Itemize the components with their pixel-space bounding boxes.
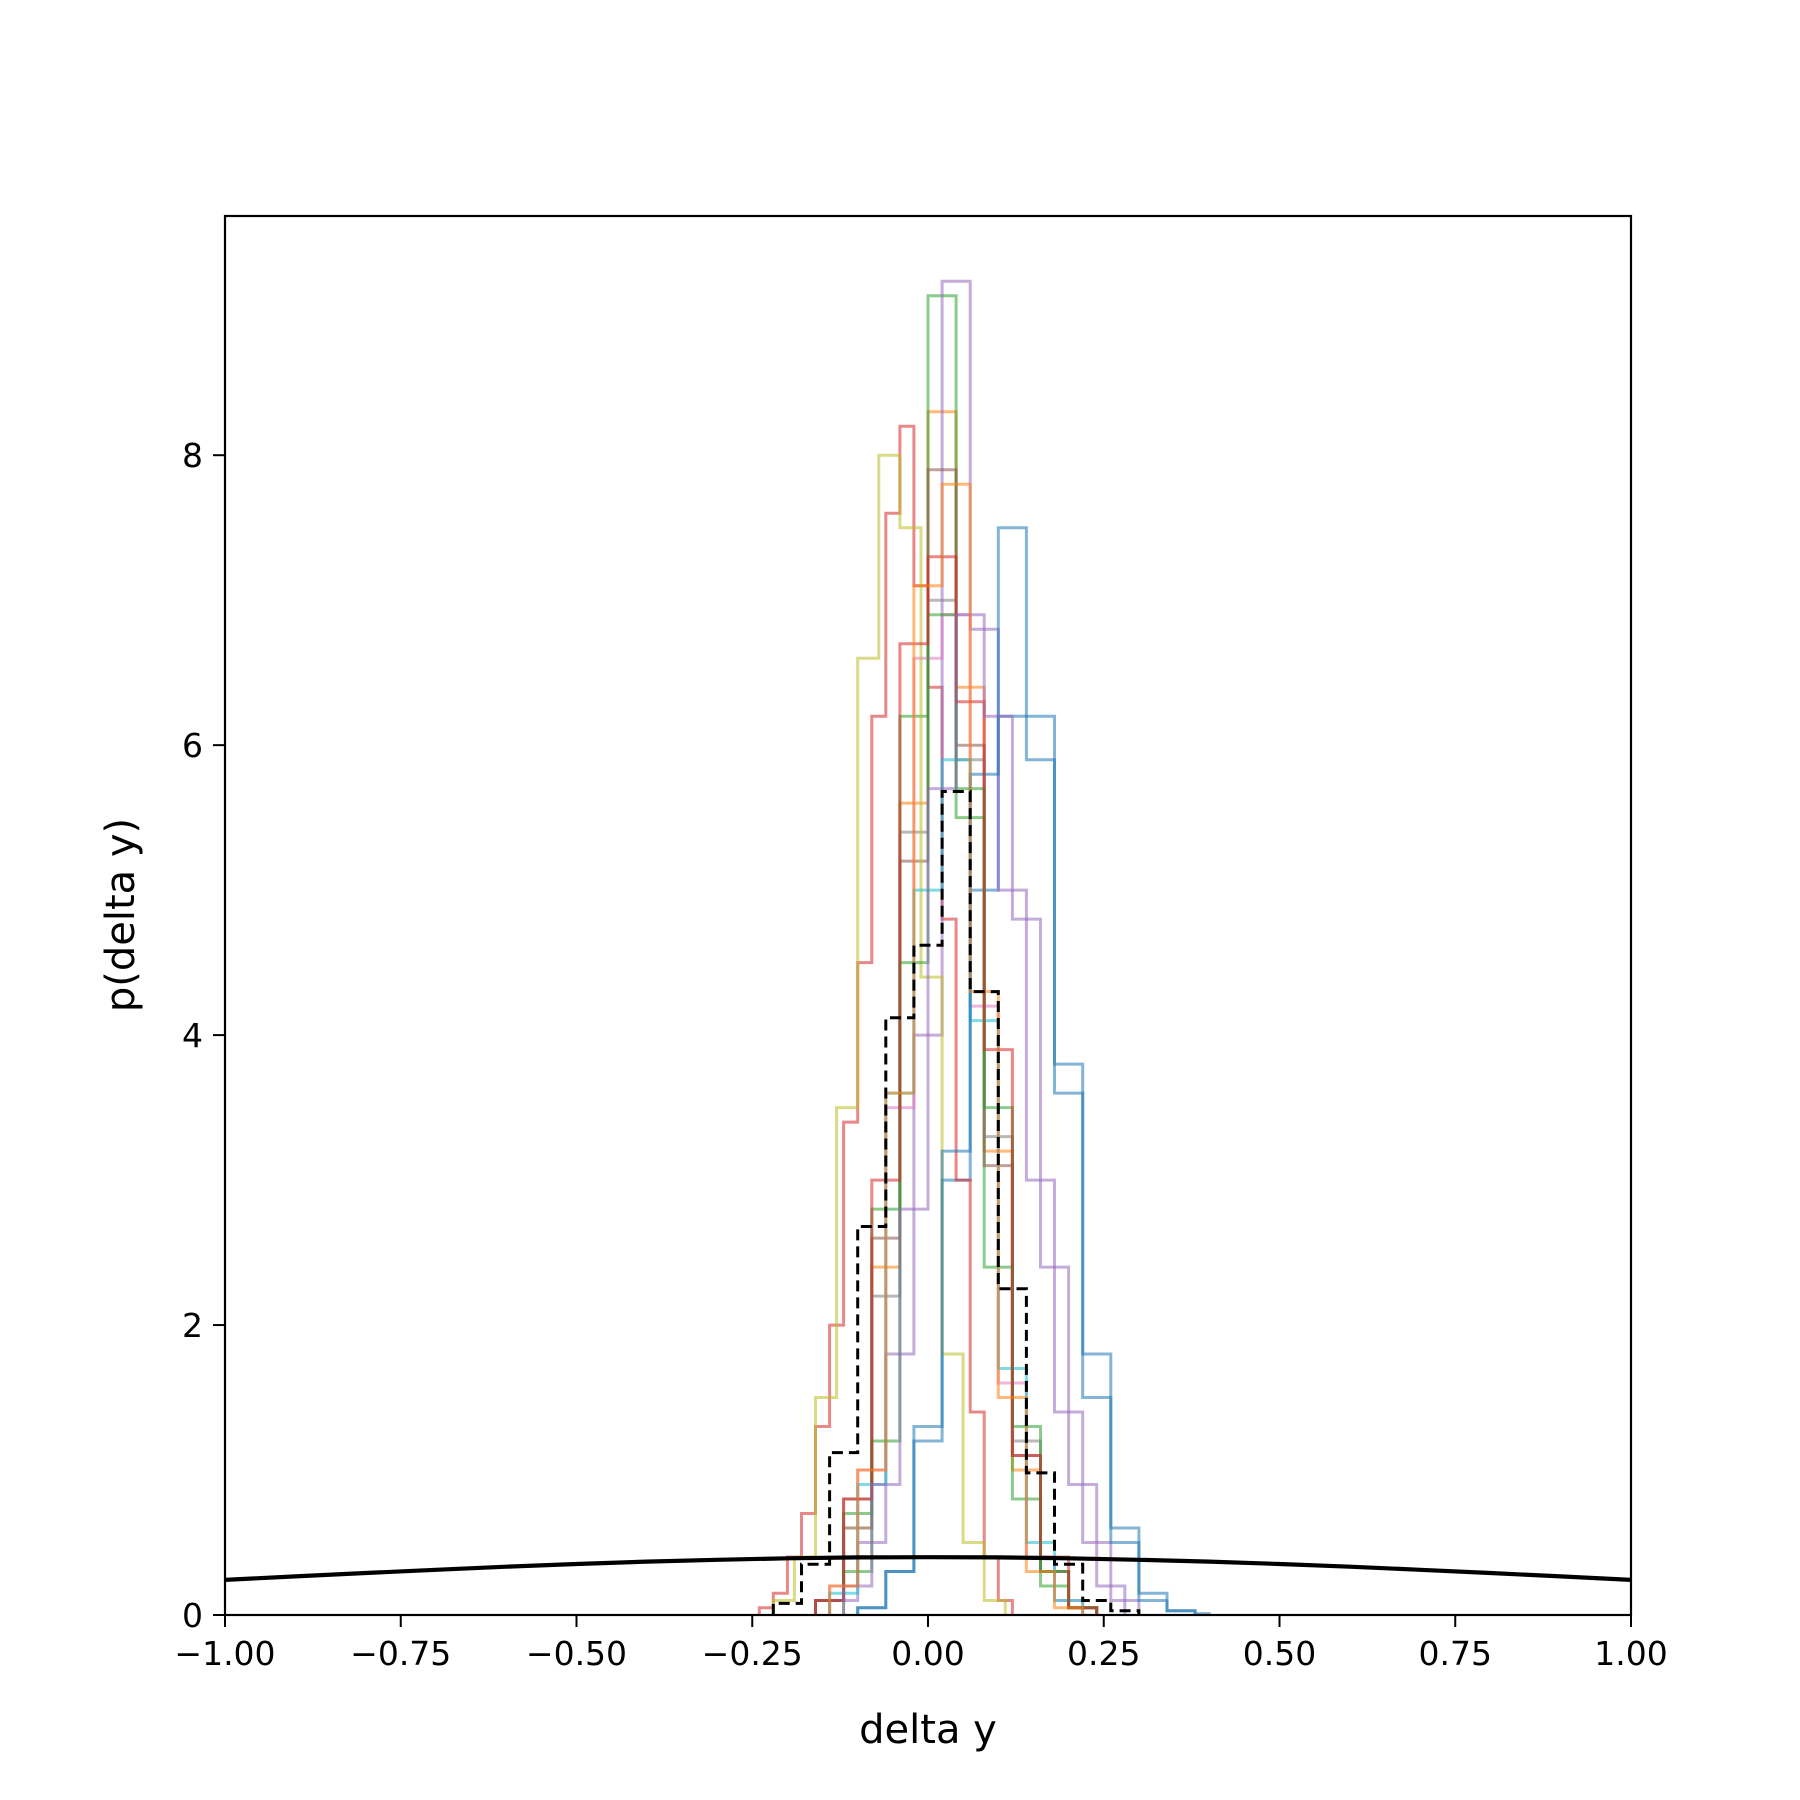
y-tick-label: 0 — [182, 1596, 203, 1635]
x-tick-label: −0.75 — [350, 1634, 451, 1673]
x-tick-label: −0.25 — [702, 1634, 803, 1673]
y-tick-label: 8 — [182, 436, 203, 475]
overall-histogram-dashed — [771, 790, 1141, 1615]
reference-normal-curve — [225, 1555, 1631, 1582]
y-axis-ticks: 0 2 4 6 8 — [182, 436, 225, 1635]
reference-curve-layer — [225, 1555, 1631, 1582]
y-tick-label: 2 — [182, 1306, 203, 1345]
y-tick-label: 6 — [182, 726, 203, 765]
x-tick-label: 0.50 — [1243, 1634, 1316, 1673]
histogram-series-14 — [842, 613, 1127, 1615]
histogram-series-11 — [856, 526, 1211, 1615]
x-tick-label: −0.50 — [526, 1634, 627, 1673]
histogram-series-15 — [828, 482, 1085, 1615]
y-tick-label: 4 — [182, 1016, 203, 1055]
histogram-series-4 — [757, 424, 1014, 1615]
x-tick-label: 0.75 — [1419, 1634, 1492, 1673]
x-axis-ticks: −1.00 −0.75 −0.50 −0.25 0.00 0.25 0.50 0.75 1.00 — [174, 1615, 1668, 1673]
x-tick-label: −1.00 — [174, 1634, 275, 1673]
x-axis-label: delta y — [859, 1707, 997, 1753]
x-tick-label: 1.00 — [1594, 1634, 1667, 1673]
y-axis-label: p(delta y) — [98, 818, 144, 1012]
overall-histogram-layer — [771, 790, 1141, 1615]
x-tick-label: 0.25 — [1067, 1634, 1140, 1673]
x-tick-label: 0.00 — [891, 1634, 964, 1673]
